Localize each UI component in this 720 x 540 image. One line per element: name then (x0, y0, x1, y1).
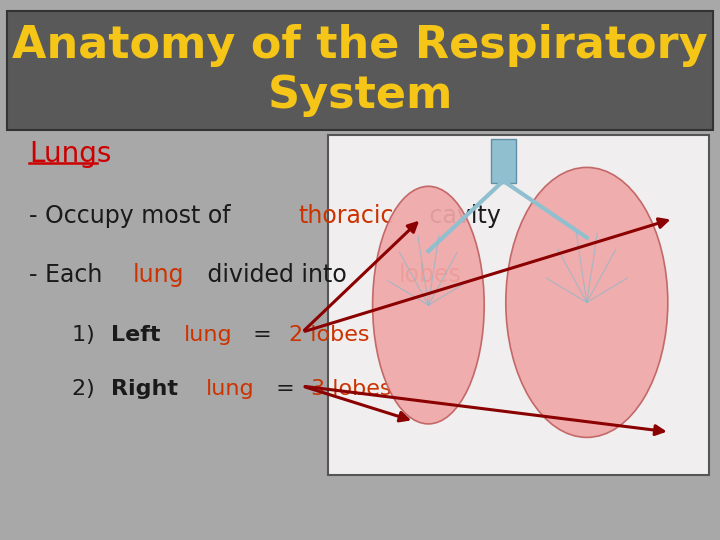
FancyBboxPatch shape (328, 135, 709, 475)
Text: Right: Right (111, 379, 178, 399)
Text: =: = (246, 325, 279, 345)
Text: divided into: divided into (199, 264, 354, 287)
Ellipse shape (372, 186, 484, 424)
Text: thoracic: thoracic (299, 204, 394, 228)
Text: - Occupy most of: - Occupy most of (29, 204, 238, 228)
Text: =: = (269, 379, 302, 399)
Text: 2): 2) (72, 379, 102, 399)
Text: 2 lobes: 2 lobes (289, 325, 369, 345)
Text: lung: lung (184, 325, 233, 345)
Text: Anatomy of the Respiratory
System: Anatomy of the Respiratory System (12, 24, 708, 117)
Text: - Each: - Each (29, 264, 109, 287)
Text: lung: lung (133, 264, 184, 287)
Text: Lungs: Lungs (29, 140, 111, 168)
FancyBboxPatch shape (491, 139, 516, 183)
FancyBboxPatch shape (7, 11, 713, 130)
Text: lung: lung (206, 379, 255, 399)
Text: cavity: cavity (422, 204, 500, 228)
Text: lobes: lobes (399, 264, 462, 287)
Text: Left: Left (111, 325, 160, 345)
Text: 3 lobes: 3 lobes (311, 379, 392, 399)
Text: 1): 1) (72, 325, 102, 345)
Ellipse shape (505, 167, 668, 437)
